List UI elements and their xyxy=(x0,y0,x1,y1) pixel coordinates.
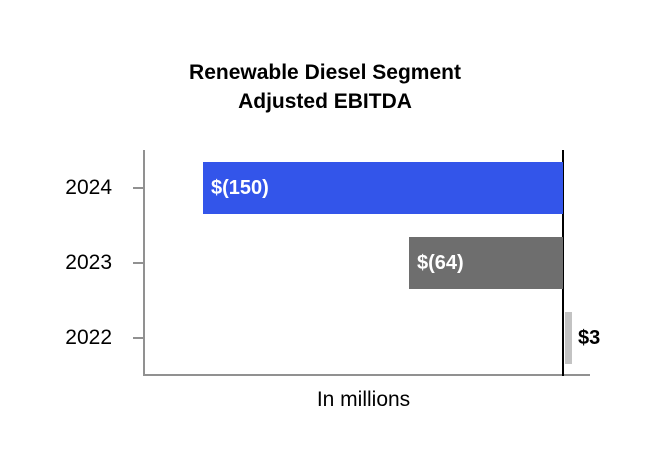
category-label-2022: 2022 xyxy=(65,325,112,349)
bar-value-label-2024: $(150) xyxy=(211,176,269,199)
y-axis-line xyxy=(143,150,145,376)
x-axis-line xyxy=(143,374,590,376)
y-axis-tick-2022 xyxy=(133,336,143,339)
bar-2024 xyxy=(203,161,563,214)
bar-2022 xyxy=(565,311,572,364)
x-axis-title: In millions xyxy=(316,388,411,411)
y-axis-tick-2024 xyxy=(133,186,143,189)
y-axis-tick-2023 xyxy=(133,261,143,264)
bar-value-label-2023: $(64) xyxy=(417,251,464,274)
category-label-2023: 2023 xyxy=(65,250,112,274)
bar-value-label-2022: $3 xyxy=(578,326,601,349)
category-label-2024: 2024 xyxy=(65,175,112,199)
bar-2023 xyxy=(409,236,563,289)
chart-title-line2: Adjusted EBITDA xyxy=(238,90,412,113)
chart-title: Renewable Diesel Segment Adjusted EBITDA xyxy=(0,58,650,116)
chart-title-line1: Renewable Diesel Segment xyxy=(189,61,461,84)
zero-baseline-line xyxy=(562,150,564,376)
